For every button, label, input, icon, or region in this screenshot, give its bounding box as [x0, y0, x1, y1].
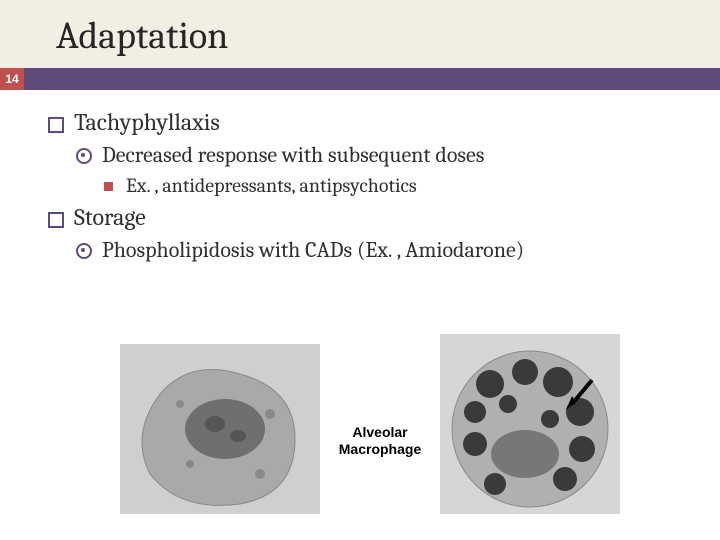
bullet-item: Ex. , antidepressants, antipsychotics [102, 174, 690, 197]
page-number-badge: 14 [0, 68, 24, 90]
caption-line: Macrophage [339, 441, 421, 457]
bullet-item: Decreased response with subsequent doses… [74, 142, 690, 197]
caption-line: Alveolar [352, 424, 407, 440]
arrow-icon [562, 376, 598, 412]
bullet-list: Tachyphyllaxis Decreased response with s… [48, 108, 690, 263]
bullet-item: Storage Phospholipidosis with CADs (Ex. … [48, 203, 690, 263]
bullet-label: Tachyphyllaxis [74, 108, 220, 136]
accent-bar: 14 [0, 68, 720, 90]
bullet-label: Storage [74, 203, 146, 231]
micrograph-left [120, 344, 320, 514]
title-area: Adaptation [0, 0, 720, 68]
bullet-label: Decreased response with subsequent doses [102, 142, 484, 168]
micrograph-right [440, 334, 620, 514]
bullet-label: Phospholipidosis with CADs (Ex. , Amioda… [102, 237, 524, 263]
figure-row: Alveolar Macrophage BMS-Y [120, 334, 640, 514]
content-area: Tachyphyllaxis Decreased response with s… [0, 90, 720, 263]
slide-title: Adaptation [56, 14, 720, 58]
bullet-item: Tachyphyllaxis Decreased response with s… [48, 108, 690, 197]
bullet-label: Ex. , antidepressants, antipsychotics [126, 174, 417, 197]
figure-caption: Alveolar Macrophage [320, 424, 440, 458]
bullet-item: Phospholipidosis with CADs (Ex. , Amioda… [74, 237, 690, 263]
